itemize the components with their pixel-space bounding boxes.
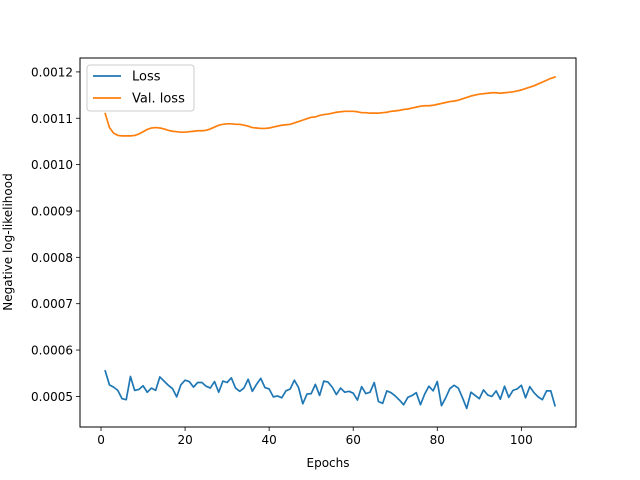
legend-label-val-loss: Val. loss bbox=[132, 92, 185, 107]
y-tick-label: 0.0011 bbox=[31, 112, 73, 126]
legend-label-loss: Loss bbox=[132, 70, 161, 85]
y-tick-label: 0.0007 bbox=[31, 297, 73, 311]
y-axis-label: Negative log-likelihood bbox=[1, 173, 15, 310]
legend: Loss Val. loss bbox=[86, 64, 195, 112]
x-tick-label: 60 bbox=[346, 433, 361, 447]
y-tick-label: 0.0012 bbox=[31, 65, 73, 79]
axes-frame bbox=[79, 57, 577, 428]
y-tick-label: 0.0009 bbox=[31, 204, 73, 218]
y-tick-label: 0.0005 bbox=[31, 390, 73, 404]
x-tick-label: 0 bbox=[97, 433, 105, 447]
x-axis: 0 20 40 60 80 100 bbox=[97, 427, 533, 447]
x-tick-label: 100 bbox=[510, 433, 533, 447]
series-line-val-loss bbox=[104, 75, 557, 137]
y-tick-label: 0.0010 bbox=[31, 158, 73, 172]
y-tick-label: 0.0008 bbox=[31, 251, 73, 265]
x-axis-label: Epochs bbox=[307, 456, 350, 470]
plot-area bbox=[104, 75, 557, 410]
y-axis: 0.0005 0.0006 0.0007 0.0008 0.0009 0.0010 0.00… bbox=[31, 65, 80, 404]
series-line-loss bbox=[104, 369, 557, 410]
x-tick-label: 40 bbox=[262, 433, 277, 447]
x-tick-label: 80 bbox=[430, 433, 445, 447]
y-tick-label: 0.0006 bbox=[31, 344, 73, 358]
x-tick-label: 20 bbox=[177, 433, 192, 447]
